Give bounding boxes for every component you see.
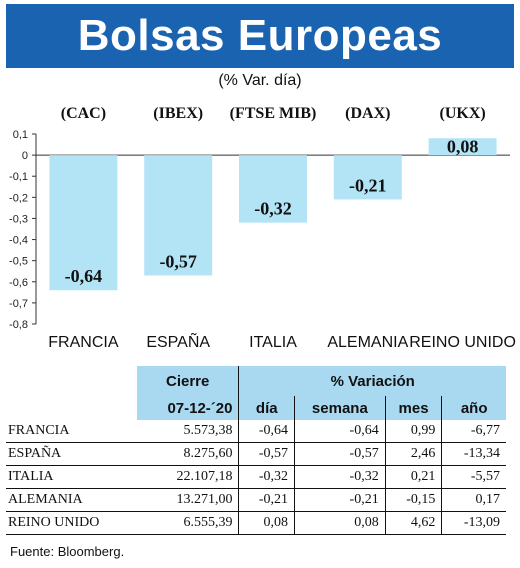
index-label: (IBEX) [153,105,203,122]
table-row: ALEMANIA 13.271,00 -0,21 -0,21 -0,15 0,1… [6,488,506,512]
row-mes: 4,62 [384,511,442,535]
bar [144,155,213,276]
row-semana: -0,21 [294,488,386,512]
index-label: (FTSE MIB) [230,105,317,122]
row-mes: 0,99 [384,420,442,443]
y-tick-label: 0 [22,150,28,162]
y-tick-label: -0,7 [9,298,28,310]
bar-value-label: 0,08 [447,137,479,157]
category-label: REINO UNIDO [409,334,516,351]
chart-title: Bolsas Europeas [6,4,514,68]
header-cierre: Cierre [136,366,239,396]
category-label: ITALIA [249,334,297,351]
row-ano: -13,34 [441,442,506,466]
source-note: Fuente: Bloomberg. [10,544,125,559]
row-semana: -0,57 [294,442,386,466]
header-dia: día [238,396,295,420]
bar-chart: 0,1 0 -0,1 -0,2 -0,3 -0,4 -0,5 -0,6 -0,7 -0,8 -0,6… [9,105,516,351]
chart-subtitle: (% Var. día) [218,72,302,89]
row-name: ITALIA [6,465,137,489]
y-tick-label: -0,4 [9,235,28,247]
table-header-row-2: 07-12-´20 día semana mes año [6,396,506,420]
header-date: 07-12-´20 [136,396,239,420]
row-mes: -0,15 [384,488,442,512]
y-tick-label: -0,5 [9,256,28,268]
row-mes: 2,46 [384,442,442,466]
category-label: ALEMANIA [327,334,408,351]
category-label: FRANCIA [48,334,119,351]
data-table: Cierre % Variación 07-12-´20 día semana … [6,366,506,535]
row-ano: -5,57 [441,465,506,489]
row-ano: -6,77 [441,420,506,443]
bar [333,155,402,200]
row-dia: -0,64 [238,420,295,443]
y-tick-label: -0,1 [9,171,28,183]
table-row: FRANCIA 5.573,38 -0,64 -0,64 0,99 -6,77 [6,420,506,443]
row-name: ALEMANIA [6,488,137,512]
row-mes: 0,21 [384,465,442,489]
bar [239,155,307,223]
bar [49,155,118,291]
row-dia: 0,08 [238,511,295,535]
row-semana: -0,32 [294,465,386,489]
row-ano: -13,09 [441,511,506,535]
row-ano: 0,17 [441,488,506,512]
header-variacion: % Variación [238,366,506,396]
row-semana: 0,08 [294,511,386,535]
bar-value-label: -0,57 [159,251,197,271]
y-tick-label: -0,3 [9,213,28,225]
row-cierre: 13.271,00 [136,488,239,512]
row-cierre: 8.275,60 [136,442,239,466]
header-ano: año [441,396,506,420]
y-tick-label: -0,2 [9,192,28,204]
category-label: ESPAÑA [146,331,210,351]
header-blank [6,366,137,396]
table-row: ESPAÑA 8.275,60 -0,57 -0,57 2,46 -13,34 [6,442,506,466]
index-label: (UKX) [439,105,485,122]
table-row: ITALIA 22.107,18 -0,32 -0,32 0,21 -5,57 [6,465,506,489]
table-header-row-1: Cierre % Variación [6,366,506,396]
bar-value-label: -0,21 [349,175,387,195]
row-dia: -0,21 [238,488,295,512]
row-cierre: 5.573,38 [136,420,239,443]
row-name: FRANCIA [6,420,137,443]
row-semana: -0,64 [294,420,386,443]
row-name: REINO UNIDO [6,511,137,535]
index-label: (CAC) [61,105,106,122]
row-name: ESPAÑA [6,442,137,466]
y-tick-label: -0,8 [9,319,28,331]
y-tick-label: -0,6 [9,277,28,289]
bar-value-label: -0,32 [254,199,292,219]
bar-value-label: -0,64 [65,266,103,286]
row-cierre: 22.107,18 [136,465,239,489]
bar [428,138,497,156]
row-dia: -0,32 [238,465,295,489]
table-row: REINO UNIDO 6.555,39 0,08 0,08 4,62 -13,… [6,511,506,535]
index-label: (DAX) [345,105,390,122]
header-blank-2 [6,396,137,420]
header-semana: semana [294,396,386,420]
y-tick-label: 0,1 [13,129,28,141]
row-dia: -0,57 [238,442,295,466]
header-mes: mes [384,396,442,420]
row-cierre: 6.555,39 [136,511,239,535]
